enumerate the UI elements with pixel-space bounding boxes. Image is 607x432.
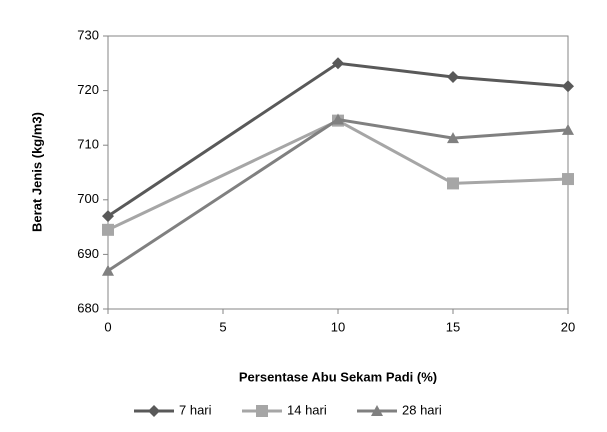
series-line [107,117,569,273]
y-tick-label: 710 [77,137,99,152]
marker [102,210,114,223]
marker [562,173,574,186]
y-tick-label: 730 [77,27,99,42]
marker [562,80,574,93]
y-tick-label: 720 [77,82,99,97]
marker [447,177,459,190]
series-line [107,61,569,218]
marker [256,405,268,417]
marker [332,57,344,70]
marker [447,132,459,144]
legend-label: 14 hari [287,402,327,417]
x-tick-label: 15 [446,319,460,334]
y-tick-label: 680 [77,300,99,315]
y-tick-label: 690 [77,246,99,261]
legend-label: 28 hari [402,402,442,417]
marker [102,264,114,276]
x-tick-label: 5 [219,319,226,334]
marker [332,113,344,125]
y-tick-label: 700 [77,191,99,206]
marker [562,123,574,135]
x-tick-label: 10 [331,319,345,334]
series-line [107,118,569,232]
marker [447,70,459,83]
marker [102,223,114,236]
x-axis-title: Persentase Abu Sekam Padi (%) [239,369,437,384]
x-tick-label: 20 [561,319,575,334]
marker [148,405,160,417]
y-axis-title: Berat Jenis (kg/m3) [29,112,44,232]
legend-label: 7 hari [179,402,212,417]
plot-area [107,35,569,310]
marker [371,405,383,416]
x-tick-label: 0 [104,319,111,334]
